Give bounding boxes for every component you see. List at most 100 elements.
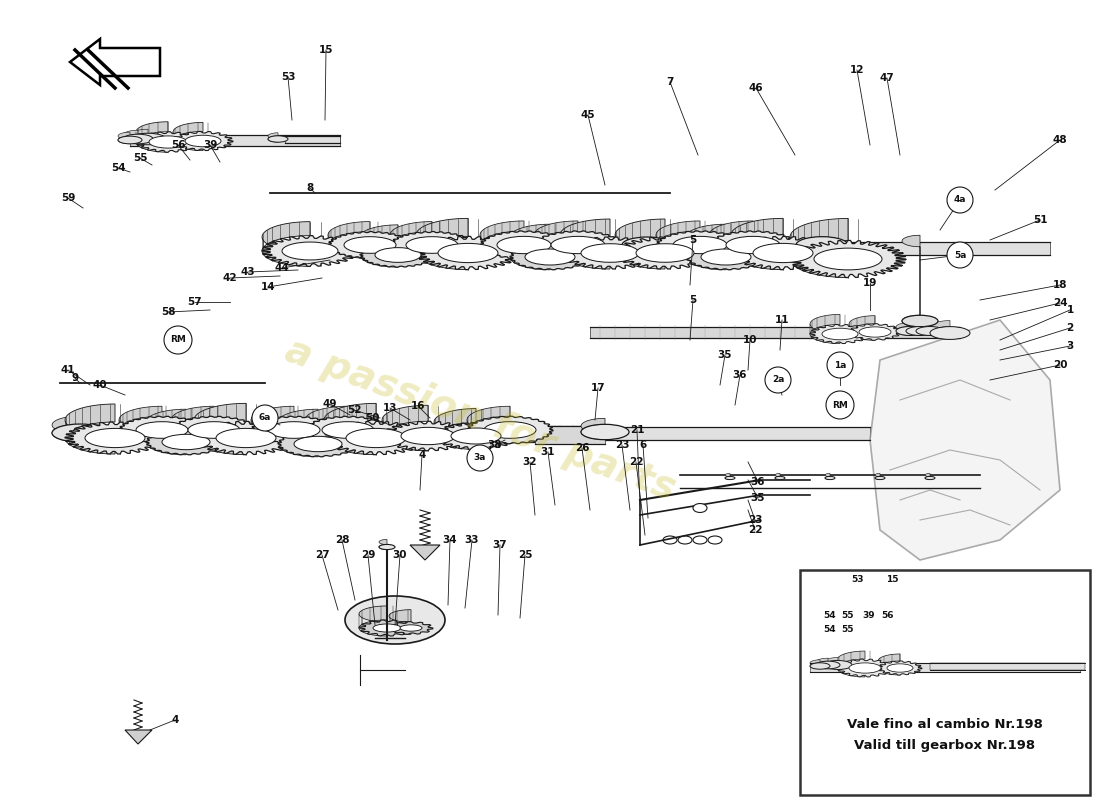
- Ellipse shape: [925, 476, 935, 480]
- Text: 3a: 3a: [474, 454, 486, 462]
- Text: 15: 15: [319, 45, 333, 55]
- Polygon shape: [194, 403, 246, 454]
- Polygon shape: [590, 327, 960, 338]
- Circle shape: [827, 352, 853, 378]
- Polygon shape: [416, 236, 520, 270]
- Polygon shape: [65, 422, 165, 454]
- Polygon shape: [686, 244, 766, 270]
- Ellipse shape: [400, 625, 422, 631]
- Polygon shape: [810, 660, 820, 669]
- Text: 45: 45: [581, 110, 595, 120]
- Text: 41: 41: [60, 365, 75, 375]
- Polygon shape: [52, 416, 80, 442]
- Polygon shape: [119, 406, 162, 444]
- Polygon shape: [251, 406, 294, 444]
- Polygon shape: [534, 231, 622, 259]
- Polygon shape: [382, 406, 428, 450]
- Text: RM: RM: [832, 401, 848, 410]
- Text: 38: 38: [487, 440, 503, 450]
- Polygon shape: [906, 322, 920, 335]
- Text: 4a: 4a: [954, 195, 966, 205]
- Polygon shape: [874, 474, 880, 480]
- Ellipse shape: [551, 236, 605, 254]
- Ellipse shape: [859, 327, 891, 337]
- Text: 2a: 2a: [772, 375, 784, 385]
- Text: 40: 40: [92, 380, 108, 390]
- Ellipse shape: [484, 422, 536, 438]
- Text: 22: 22: [629, 457, 644, 467]
- Ellipse shape: [693, 503, 707, 513]
- Ellipse shape: [810, 662, 830, 669]
- Ellipse shape: [379, 545, 395, 550]
- Ellipse shape: [525, 249, 575, 265]
- Text: 15: 15: [886, 575, 899, 585]
- Text: 4: 4: [172, 715, 178, 725]
- Text: 35: 35: [750, 493, 766, 503]
- Ellipse shape: [268, 136, 288, 142]
- Polygon shape: [615, 219, 666, 269]
- Polygon shape: [710, 231, 798, 259]
- Polygon shape: [65, 404, 116, 454]
- Text: 58: 58: [161, 307, 175, 317]
- Text: 39: 39: [202, 140, 217, 150]
- Circle shape: [252, 405, 278, 431]
- Ellipse shape: [796, 237, 848, 254]
- Ellipse shape: [444, 424, 488, 438]
- Polygon shape: [468, 406, 510, 444]
- Text: 53: 53: [280, 72, 295, 82]
- Ellipse shape: [825, 476, 835, 480]
- Polygon shape: [360, 243, 436, 267]
- Polygon shape: [796, 232, 822, 254]
- Text: 53: 53: [851, 575, 865, 585]
- Circle shape: [826, 391, 854, 419]
- Polygon shape: [278, 431, 358, 457]
- Text: 49: 49: [322, 399, 338, 409]
- Ellipse shape: [185, 135, 221, 146]
- Ellipse shape: [814, 248, 882, 270]
- Ellipse shape: [726, 236, 780, 254]
- Polygon shape: [416, 218, 468, 270]
- Ellipse shape: [896, 326, 924, 335]
- Text: RM: RM: [170, 335, 186, 345]
- Polygon shape: [870, 320, 1060, 560]
- Ellipse shape: [406, 237, 458, 254]
- Text: 54: 54: [824, 626, 836, 634]
- Text: 18: 18: [1053, 280, 1067, 290]
- Polygon shape: [849, 324, 901, 340]
- Ellipse shape: [887, 664, 913, 672]
- Text: 22: 22: [748, 525, 762, 535]
- Polygon shape: [390, 222, 432, 258]
- Ellipse shape: [216, 429, 276, 448]
- Text: 17: 17: [591, 383, 605, 393]
- Text: 1a: 1a: [834, 361, 846, 370]
- Polygon shape: [916, 322, 930, 335]
- Text: 57: 57: [188, 297, 202, 307]
- Polygon shape: [73, 419, 95, 439]
- Polygon shape: [80, 427, 870, 440]
- Polygon shape: [560, 237, 660, 269]
- Polygon shape: [810, 314, 840, 344]
- Polygon shape: [790, 241, 906, 278]
- Ellipse shape: [497, 236, 551, 254]
- Text: 42: 42: [222, 273, 238, 283]
- Polygon shape: [930, 663, 1085, 670]
- Text: 27: 27: [315, 550, 329, 560]
- Ellipse shape: [451, 428, 501, 444]
- Text: 33: 33: [464, 535, 480, 545]
- Ellipse shape: [148, 136, 187, 148]
- Text: 3: 3: [1066, 341, 1074, 351]
- Text: 54: 54: [111, 163, 125, 173]
- Polygon shape: [902, 235, 920, 326]
- Polygon shape: [262, 236, 358, 266]
- Polygon shape: [268, 133, 278, 142]
- Polygon shape: [146, 430, 226, 454]
- Ellipse shape: [754, 243, 813, 262]
- Ellipse shape: [123, 134, 153, 144]
- Circle shape: [164, 326, 192, 354]
- Circle shape: [764, 367, 791, 393]
- Text: 23: 23: [748, 515, 762, 525]
- Polygon shape: [686, 224, 726, 270]
- Ellipse shape: [402, 427, 455, 445]
- Ellipse shape: [482, 236, 538, 254]
- Polygon shape: [444, 419, 466, 438]
